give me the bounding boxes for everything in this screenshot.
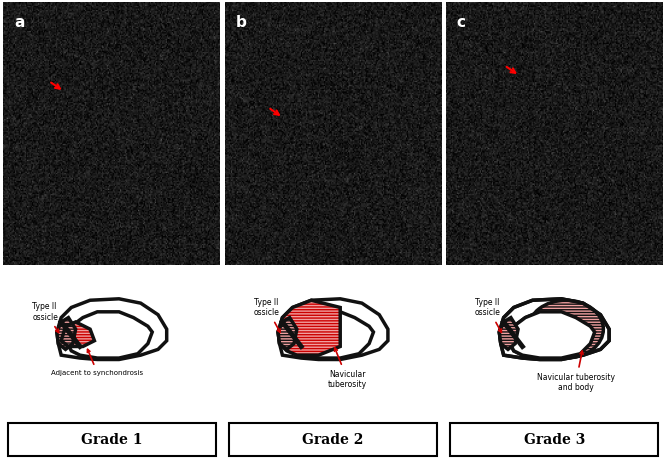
Polygon shape — [509, 312, 595, 358]
Text: Grade 1: Grade 1 — [81, 432, 143, 447]
Polygon shape — [278, 300, 340, 355]
Polygon shape — [57, 299, 166, 360]
Polygon shape — [67, 312, 153, 358]
Polygon shape — [509, 312, 595, 358]
FancyBboxPatch shape — [8, 424, 216, 455]
Polygon shape — [500, 299, 609, 360]
Text: Grade 2: Grade 2 — [302, 432, 364, 447]
Text: Navicular tuberosity
and body: Navicular tuberosity and body — [537, 351, 615, 392]
Text: b: b — [235, 15, 246, 30]
Text: Navicular
tuberosity: Navicular tuberosity — [328, 348, 367, 389]
Polygon shape — [57, 318, 76, 349]
Polygon shape — [61, 322, 95, 347]
Text: Adjacent to synchondrosis: Adjacent to synchondrosis — [51, 349, 143, 376]
Polygon shape — [278, 299, 388, 360]
Polygon shape — [500, 318, 518, 349]
FancyBboxPatch shape — [450, 424, 658, 455]
Polygon shape — [278, 318, 297, 349]
Text: Type II
ossicle: Type II ossicle — [32, 302, 59, 332]
Polygon shape — [288, 312, 374, 358]
Text: Type II
ossicle: Type II ossicle — [254, 298, 280, 332]
Text: Grade 3: Grade 3 — [523, 432, 585, 447]
Text: a: a — [14, 15, 25, 30]
Ellipse shape — [528, 300, 603, 358]
Text: c: c — [457, 15, 466, 30]
FancyBboxPatch shape — [229, 424, 437, 455]
Text: Type II
ossicle: Type II ossicle — [475, 298, 501, 332]
